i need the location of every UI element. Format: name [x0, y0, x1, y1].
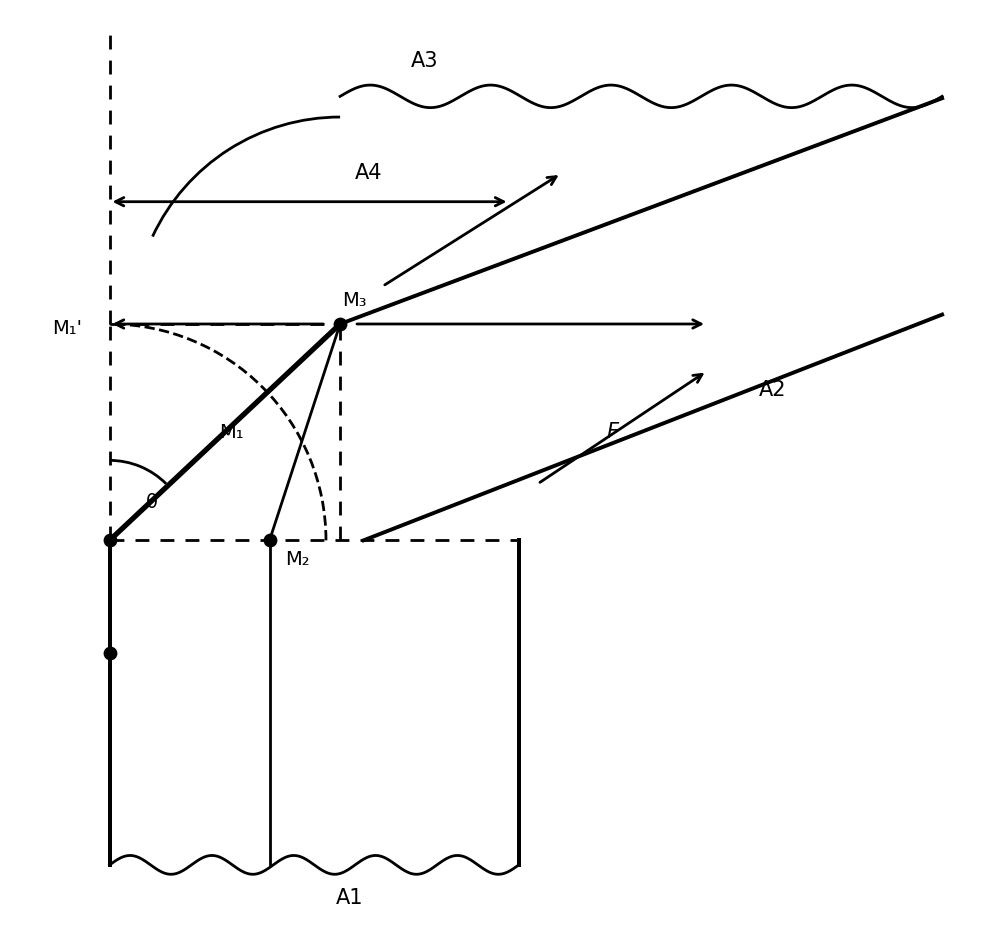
Point [262, 532, 278, 548]
Text: M₂: M₂ [285, 549, 310, 568]
Text: F: F [607, 422, 619, 442]
Text: A3: A3 [411, 50, 438, 70]
Point [332, 316, 348, 331]
Point [102, 532, 118, 548]
Text: M₁': M₁' [52, 319, 82, 338]
Text: A2: A2 [759, 380, 787, 400]
Text: M₁: M₁ [220, 422, 244, 441]
Point [102, 645, 118, 661]
Text: A4: A4 [355, 163, 382, 183]
Text: A1: A1 [336, 888, 363, 908]
Text: θ: θ [146, 493, 158, 512]
Text: M₃: M₃ [342, 291, 366, 310]
